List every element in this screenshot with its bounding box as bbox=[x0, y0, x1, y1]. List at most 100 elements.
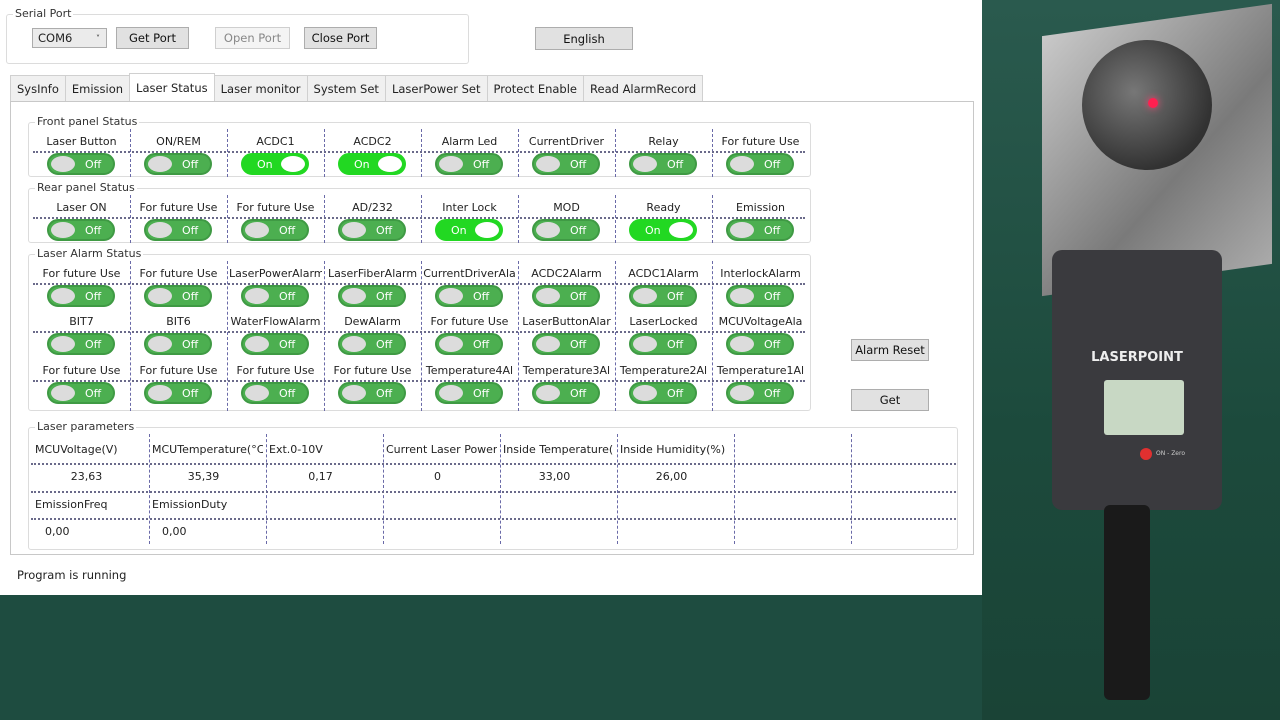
toggle-knob bbox=[536, 336, 560, 352]
toggle-knob bbox=[51, 222, 75, 238]
status-label: For future Use bbox=[139, 364, 218, 377]
status-toggle[interactable]: On bbox=[435, 219, 503, 241]
chevron-down-icon: ˅ bbox=[96, 33, 100, 43]
tab-sysinfo[interactable]: SysInfo bbox=[10, 75, 66, 101]
tab-laser-status[interactable]: Laser Status bbox=[129, 73, 215, 101]
grid-divider bbox=[324, 261, 325, 411]
status-toggle[interactable]: Off bbox=[144, 382, 212, 404]
status-label: For future Use bbox=[236, 201, 315, 214]
status-toggle[interactable]: Off bbox=[629, 285, 697, 307]
status-toggle[interactable]: Off bbox=[338, 285, 406, 307]
toggle-knob bbox=[536, 288, 560, 304]
status-toggle[interactable]: Off bbox=[241, 382, 309, 404]
status-label: Temperature1Al bbox=[716, 364, 805, 377]
status-toggle[interactable]: Off bbox=[629, 153, 697, 175]
grid-divider bbox=[734, 434, 735, 544]
status-toggle[interactable]: Off bbox=[726, 382, 794, 404]
status-toggle[interactable]: Off bbox=[47, 333, 115, 355]
device-lcd bbox=[1104, 380, 1184, 435]
serial-port-label: Serial Port bbox=[13, 7, 74, 20]
status-text: Program is running bbox=[17, 568, 127, 582]
status-toggle[interactable]: Off bbox=[726, 219, 794, 241]
status-label: WaterFlowAlarm bbox=[230, 315, 321, 328]
status-label: Relay bbox=[648, 135, 679, 148]
close-port-button[interactable]: Close Port bbox=[304, 27, 377, 49]
status-toggle[interactable]: Off bbox=[532, 382, 600, 404]
status-toggle[interactable]: On bbox=[629, 219, 697, 241]
status-toggle[interactable]: Off bbox=[726, 285, 794, 307]
status-toggle[interactable]: On bbox=[241, 153, 309, 175]
open-port-button[interactable]: Open Port bbox=[215, 27, 290, 49]
get-button[interactable]: Get bbox=[851, 389, 929, 411]
grid-divider bbox=[324, 195, 325, 243]
grid-divider bbox=[500, 434, 501, 544]
status-toggle[interactable]: Off bbox=[435, 153, 503, 175]
status-label: For future Use bbox=[139, 267, 218, 280]
tab-read-alarmrecord[interactable]: Read AlarmRecord bbox=[583, 75, 704, 101]
toggle-knob bbox=[439, 385, 463, 401]
status-toggle[interactable]: Off bbox=[726, 333, 794, 355]
status-toggle[interactable]: Off bbox=[435, 333, 503, 355]
tab-emission[interactable]: Emission bbox=[64, 75, 131, 101]
front-panel-title: Front panel Status bbox=[35, 115, 140, 128]
tab-protect-enable[interactable]: Protect Enable bbox=[486, 75, 585, 101]
status-toggle[interactable]: Off bbox=[144, 153, 212, 175]
status-toggle[interactable]: Off bbox=[47, 153, 115, 175]
language-button[interactable]: English bbox=[535, 27, 633, 50]
port-select[interactable]: COM6 ˅ bbox=[32, 28, 107, 48]
status-toggle[interactable]: Off bbox=[338, 219, 406, 241]
toggle-knob bbox=[633, 156, 657, 172]
status-label: ACDC2 bbox=[353, 135, 392, 148]
parameter-value: 0,17 bbox=[308, 470, 333, 483]
status-toggle[interactable]: Off bbox=[338, 333, 406, 355]
status-toggle[interactable]: Off bbox=[532, 219, 600, 241]
status-toggle[interactable]: Off bbox=[435, 382, 503, 404]
toggle-state: Off bbox=[376, 338, 393, 351]
laser-dot bbox=[1148, 98, 1158, 108]
tab-system-set[interactable]: System Set bbox=[306, 75, 386, 101]
laser-status-panel: Front panel Status Laser Button Off ON/REM O… bbox=[10, 101, 974, 555]
toggle-state: On bbox=[645, 224, 661, 237]
toggle-state: Off bbox=[764, 338, 781, 351]
toggle-state: Off bbox=[85, 338, 102, 351]
status-toggle[interactable]: Off bbox=[726, 153, 794, 175]
status-toggle[interactable]: Off bbox=[47, 219, 115, 241]
tab-laser-monitor[interactable]: Laser monitor bbox=[213, 75, 308, 101]
status-toggle[interactable]: Off bbox=[47, 285, 115, 307]
status-toggle[interactable]: Off bbox=[144, 219, 212, 241]
parameter-label: MCUVoltage(V) bbox=[35, 443, 118, 456]
toggle-knob bbox=[730, 336, 754, 352]
toggle-state: On bbox=[257, 158, 273, 171]
get-port-button[interactable]: Get Port bbox=[116, 27, 189, 49]
status-label: Inter Lock bbox=[442, 201, 497, 214]
toggle-state: Off bbox=[667, 290, 684, 303]
status-toggle[interactable]: Off bbox=[532, 285, 600, 307]
toggle-knob bbox=[148, 156, 172, 172]
alarm-reset-button[interactable]: Alarm Reset bbox=[851, 339, 929, 361]
grid-divider bbox=[130, 195, 131, 243]
toggle-knob bbox=[148, 222, 172, 238]
status-toggle[interactable]: Off bbox=[144, 333, 212, 355]
status-label: Laser Button bbox=[46, 135, 117, 148]
status-toggle[interactable]: Off bbox=[532, 333, 600, 355]
camera-photo: LASERPOINT ON - Zero bbox=[982, 0, 1280, 720]
status-toggle[interactable]: Off bbox=[629, 382, 697, 404]
tab-laserpower-set[interactable]: LaserPower Set bbox=[384, 75, 488, 101]
status-toggle[interactable]: Off bbox=[241, 333, 309, 355]
toggle-state: Off bbox=[570, 338, 587, 351]
status-toggle[interactable]: Off bbox=[532, 153, 600, 175]
status-toggle[interactable]: Off bbox=[435, 285, 503, 307]
status-toggle[interactable]: On bbox=[338, 153, 406, 175]
status-toggle[interactable]: Off bbox=[47, 382, 115, 404]
status-toggle[interactable]: Off bbox=[144, 285, 212, 307]
status-label: CurrentDriverAla bbox=[423, 267, 516, 280]
status-toggle[interactable]: Off bbox=[241, 219, 309, 241]
toggle-knob bbox=[51, 385, 75, 401]
toggle-state: Off bbox=[182, 224, 199, 237]
toggle-state: Off bbox=[376, 290, 393, 303]
device-power-button bbox=[1140, 448, 1152, 460]
grid-divider bbox=[33, 331, 805, 333]
status-toggle[interactable]: Off bbox=[338, 382, 406, 404]
status-toggle[interactable]: Off bbox=[241, 285, 309, 307]
status-toggle[interactable]: Off bbox=[629, 333, 697, 355]
